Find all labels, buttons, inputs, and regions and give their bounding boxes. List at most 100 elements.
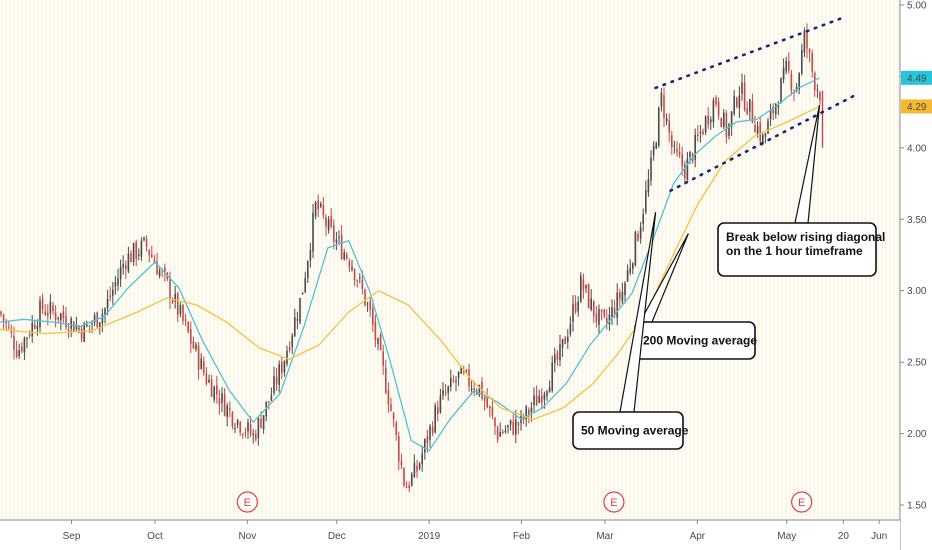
candle-body (387, 390, 390, 405)
candle-body (171, 300, 174, 303)
candle-body (411, 474, 413, 486)
candle-body (117, 278, 119, 286)
candle-body (0, 311, 2, 315)
candle-body (21, 346, 23, 352)
x-tick-label: May (777, 531, 796, 542)
x-tick-label: 20 (838, 531, 850, 542)
candle-body (437, 407, 439, 415)
candle-body (517, 422, 520, 426)
candle-body (530, 407, 533, 413)
candle-body (704, 116, 707, 133)
candle-body (499, 432, 501, 437)
candle-body (299, 297, 301, 323)
candle-body (626, 270, 629, 282)
candle-body (314, 202, 317, 217)
candle-body (390, 404, 392, 411)
candle-body (746, 108, 748, 115)
candle-body (351, 266, 353, 270)
candle-body (361, 279, 364, 290)
candle-body (442, 390, 444, 396)
earnings-marker[interactable] (791, 491, 813, 513)
candle-body (572, 304, 574, 323)
candle-body (187, 321, 189, 333)
candle-body (629, 267, 631, 273)
candle-body (13, 336, 15, 350)
candle-body (221, 392, 223, 403)
callout-text: 50 Moving average (581, 424, 689, 438)
candle-body (67, 329, 70, 332)
candle-body (377, 338, 379, 344)
candle-body (86, 324, 88, 327)
candle-body (728, 124, 730, 136)
candle-body (457, 371, 460, 378)
candle-body (611, 307, 613, 318)
candle-body (109, 295, 111, 298)
candle-body (603, 309, 605, 317)
y-tick-label: 3.50 (907, 215, 927, 226)
candle-body (808, 49, 811, 53)
candle-body (509, 419, 512, 425)
candle-body (205, 372, 208, 384)
y-tick-label: 1.50 (907, 501, 927, 512)
candle-body (114, 282, 117, 287)
candle-body (312, 212, 314, 252)
candle-body (151, 254, 153, 258)
ma200-line (0, 105, 820, 420)
x-tick-label: Feb (513, 531, 531, 542)
candle-body (10, 329, 13, 333)
candle-body (226, 405, 228, 417)
candle-body (777, 105, 780, 108)
candle-body (710, 119, 712, 123)
candle-body (546, 391, 548, 396)
candle-body (2, 314, 5, 322)
candle-body (335, 239, 338, 243)
price-axis[interactable]: 1.502.002.503.003.504.004.505.004.494.29 (899, 0, 932, 550)
candle-body (585, 285, 587, 289)
candle-body (780, 78, 782, 104)
candle-body (707, 115, 709, 125)
candle-body (600, 309, 603, 312)
candle-body (36, 325, 39, 330)
candle-body (41, 298, 44, 310)
candle-body (782, 67, 785, 80)
candle-body (291, 335, 293, 347)
candle-body (738, 95, 741, 109)
candle-body (561, 339, 564, 348)
candle-body (210, 379, 213, 397)
y-tick-label: 2.00 (907, 429, 927, 440)
candle-body (260, 418, 262, 428)
candle-body (83, 323, 85, 343)
candle-body (5, 321, 7, 324)
earnings-marker-label: E (610, 497, 617, 509)
earnings-marker[interactable] (236, 491, 258, 513)
candle-body (405, 487, 408, 489)
candle-body (333, 225, 335, 242)
candle-body (195, 344, 197, 350)
earnings-marker-label: E (798, 497, 805, 509)
candle-body (132, 243, 135, 263)
candle-body (762, 135, 764, 143)
candle-body (569, 323, 572, 335)
candle-body (296, 319, 299, 321)
candle-body (44, 311, 46, 315)
candle-body (460, 366, 462, 374)
candle-body (582, 279, 585, 291)
candle-body (751, 101, 754, 123)
time-axis[interactable]: Sep Oct Nov Dec 2019 Feb Mar Apr May 20 Jun (0, 519, 900, 550)
candlestick-series (0, 23, 824, 493)
candle-body (247, 422, 249, 432)
candle-body (811, 53, 813, 72)
candle-body (309, 249, 312, 261)
candle-body (491, 407, 494, 416)
candle-body (686, 158, 689, 181)
candle-body (624, 282, 626, 296)
candle-body (723, 112, 725, 127)
candle-body (788, 60, 790, 71)
y-tick-label: 2.50 (907, 358, 927, 369)
candle-body (580, 275, 582, 302)
candle-body (434, 405, 436, 433)
candle-body (720, 118, 722, 128)
candle-body (741, 82, 743, 94)
earnings-marker[interactable] (603, 491, 625, 513)
